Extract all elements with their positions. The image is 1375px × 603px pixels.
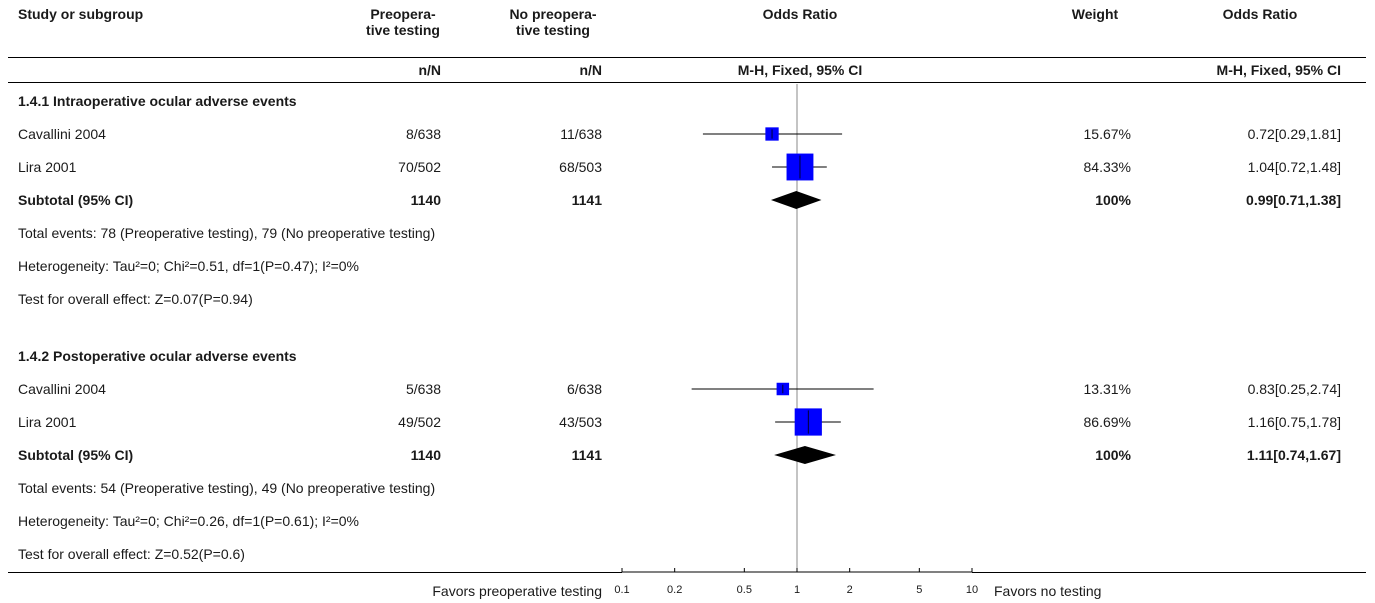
study-ci: 1.04[0.72,1.48] [1247, 159, 1341, 175]
study-ctrl: 6/638 [566, 381, 602, 397]
study-ctrl: 43/503 [559, 414, 602, 430]
header-or-method2: M-H, Fixed, 95% CI [1216, 62, 1341, 78]
study-marker [794, 408, 822, 436]
x-axis-tick-label: 5 [916, 584, 922, 596]
x-axis-tick-label: 1 [794, 584, 800, 596]
study-ctrl: 11/638 [560, 126, 602, 142]
x-axis-tick-label: 10 [966, 584, 978, 596]
study-exp: 70/502 [398, 159, 441, 175]
favors-right-label: Favors no testing [994, 583, 1102, 599]
header-odds-ratio-text: Odds Ratio [1222, 6, 1298, 22]
x-axis-tick-label: 0.5 [737, 584, 752, 596]
subtotal-exp: 1140 [410, 192, 441, 208]
subtotal-ctrl: 1141 [571, 447, 602, 463]
overall-effect-note: Test for overall effect: Z=0.07(P=0.94) [18, 291, 253, 307]
total-events-note: Total events: 78 (Preoperative testing),… [18, 225, 436, 241]
header-exp-sub: n/N [418, 62, 441, 78]
heterogeneity-note: Heterogeneity: Tau²=0; Chi²=0.51, df=1(P… [18, 258, 360, 274]
heterogeneity-note: Heterogeneity: Tau²=0; Chi²=0.26, df=1(P… [18, 513, 360, 529]
study-exp: 8/638 [405, 126, 441, 142]
group-title: 1.4.1 Intraoperative ocular adverse even… [18, 93, 297, 109]
header-study: Study or subgroup [18, 6, 144, 22]
study-ci: 1.16[0.75,1.78] [1247, 414, 1341, 430]
subtotal-label: Subtotal (95% CI) [18, 447, 134, 463]
study-ci: 0.83[0.25,2.74] [1247, 381, 1341, 397]
subtotal-ci: 0.99[0.71,1.38] [1246, 192, 1341, 208]
x-axis-tick-label: 0.1 [614, 584, 629, 596]
header-ctrl-sub: n/N [579, 62, 602, 78]
header-rule-bottom [8, 82, 1366, 83]
header-exp-line1: Preopera- [370, 6, 436, 22]
total-events-note: Total events: 54 (Preoperative testing),… [18, 480, 436, 496]
study-name: Lira 2001 [18, 159, 77, 175]
study-weight: 13.31% [1083, 381, 1131, 397]
study-name: Lira 2001 [18, 414, 77, 430]
study-ci: 0.72[0.29,1.81] [1247, 126, 1341, 142]
study-weight: 84.33% [1083, 159, 1131, 175]
subtotal-ci: 1.11[0.74,1.67] [1246, 447, 1341, 463]
x-axis-tick-label: 0.2 [667, 584, 682, 596]
study-weight: 15.67% [1083, 126, 1131, 142]
study-marker [786, 153, 814, 181]
header-ctrl-line1: No preopera- [509, 6, 597, 22]
group-title: 1.4.2 Postoperative ocular adverse event… [18, 348, 297, 364]
study-name: Cavallini 2004 [18, 126, 106, 142]
study-weight: 86.69% [1083, 414, 1131, 430]
subtotal-diamond [774, 446, 836, 464]
footer-rule-right [972, 572, 1366, 573]
header-rule-top [8, 57, 1366, 58]
subtotal-weight: 100% [1095, 447, 1131, 463]
study-exp: 5/638 [405, 381, 441, 397]
header-ctrl-line2: tive testing [516, 22, 590, 38]
x-axis-tick-label: 2 [847, 584, 853, 596]
header-odds-ratio-plot: Odds Ratio [762, 6, 838, 22]
subtotal-diamond [770, 191, 822, 209]
header-or-method: M-H, Fixed, 95% CI [737, 62, 863, 78]
overall-effect-note: Test for overall effect: Z=0.52(P=0.6) [18, 546, 245, 562]
favors-left-label: Favors preoperative testing [432, 583, 602, 599]
subtotal-weight: 100% [1095, 192, 1131, 208]
header-weight: Weight [1071, 6, 1119, 22]
subtotal-ctrl: 1141 [571, 192, 602, 208]
study-marker [776, 382, 790, 396]
study-exp: 49/502 [398, 414, 441, 430]
study-ctrl: 68/503 [559, 159, 602, 175]
study-marker [765, 127, 779, 141]
subtotal-exp: 1140 [410, 447, 441, 463]
study-name: Cavallini 2004 [18, 381, 106, 397]
footer-rule-left [8, 572, 622, 573]
subtotal-label: Subtotal (95% CI) [18, 192, 134, 208]
header-exp-line2: tive testing [366, 22, 440, 38]
